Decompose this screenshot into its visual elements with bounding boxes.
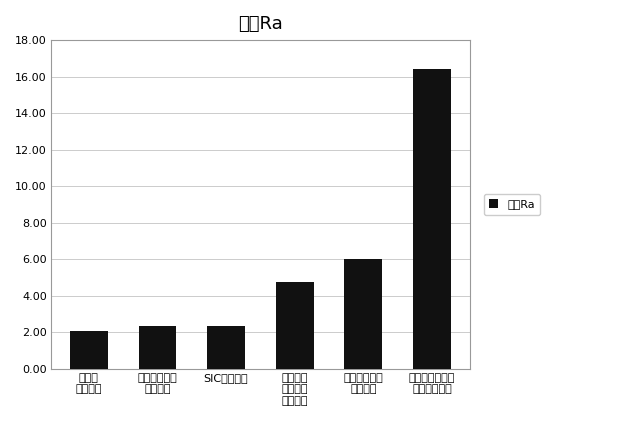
Bar	[344, 259, 382, 369]
Bar	[139, 326, 176, 369]
Bar	[413, 69, 451, 369]
Legend: 平均Ra: 平均Ra	[484, 194, 540, 215]
Bar	[276, 282, 314, 369]
Bar	[207, 326, 245, 369]
Title: 平均Ra: 平均Ra	[238, 15, 283, 33]
Bar	[70, 330, 108, 369]
